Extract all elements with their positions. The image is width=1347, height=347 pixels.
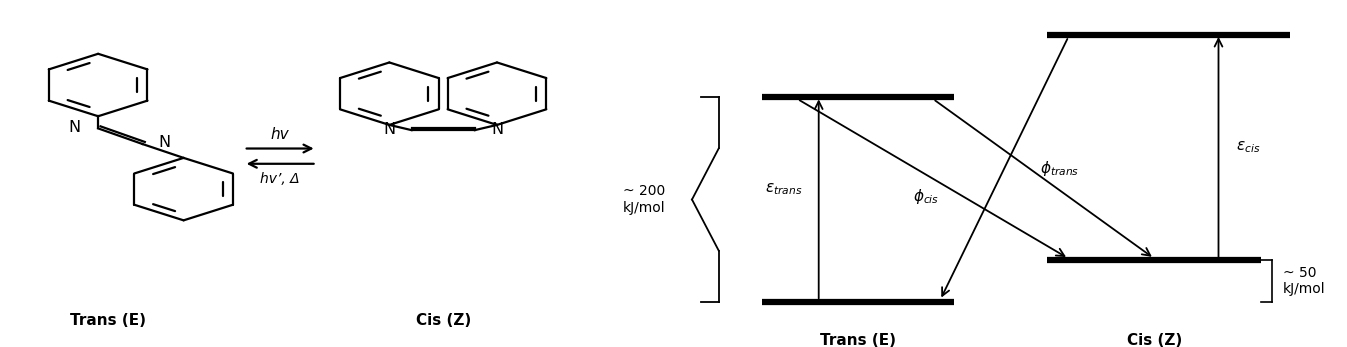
Text: Trans (E): Trans (E) [70, 313, 145, 329]
Text: hv: hv [271, 127, 290, 142]
Text: $\phi_{cis}$: $\phi_{cis}$ [913, 187, 939, 205]
Text: $\phi_{trans}$: $\phi_{trans}$ [1040, 159, 1079, 178]
Text: N: N [384, 122, 396, 137]
Text: $\varepsilon_{trans}$: $\varepsilon_{trans}$ [765, 181, 803, 197]
Text: ~ 200
kJ/mol: ~ 200 kJ/mol [622, 184, 665, 215]
Text: N: N [159, 135, 171, 150]
Text: Trans (E): Trans (E) [820, 332, 896, 347]
Text: N: N [490, 122, 502, 137]
Text: ~ 50
kJ/mol: ~ 50 kJ/mol [1282, 266, 1325, 296]
Text: $\varepsilon_{cis}$: $\varepsilon_{cis}$ [1237, 139, 1261, 155]
Text: N: N [67, 119, 79, 135]
Text: hv’, Δ: hv’, Δ [260, 172, 300, 186]
Text: Cis (Z): Cis (Z) [1126, 332, 1181, 347]
Text: Cis (Z): Cis (Z) [415, 313, 471, 329]
